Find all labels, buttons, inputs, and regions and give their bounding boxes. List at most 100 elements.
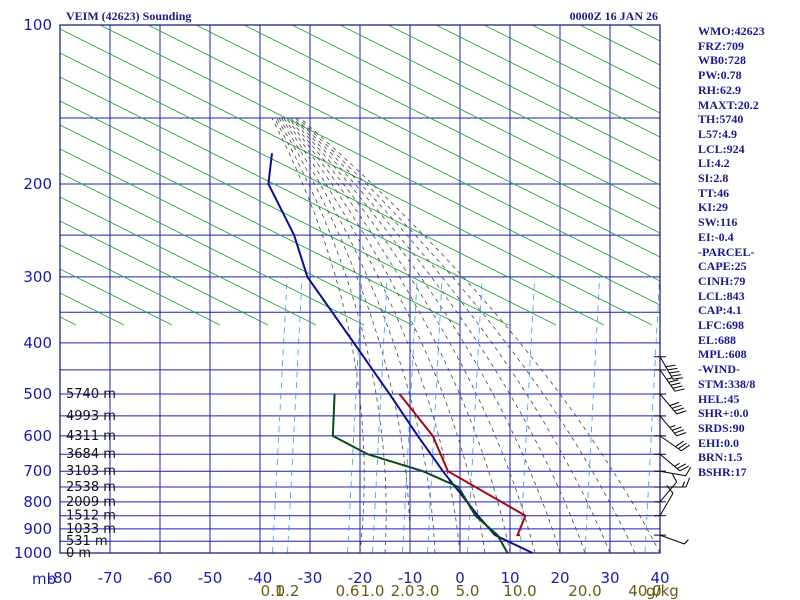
- dry-adiabat-line: [59, 220, 269, 326]
- dry-adiabat-line: [99, 24, 661, 306]
- pressure-tick-labels: 100 200 300 400 500 600 700 800 900 1000: [14, 16, 52, 562]
- wind-barb: [654, 453, 689, 472]
- index-item: TT:46: [698, 185, 730, 200]
- index-item: WB0:728: [698, 53, 746, 68]
- wind-barb-flag: [674, 388, 685, 392]
- mixing-ratio-line: [427, 276, 443, 554]
- index-item: LCL:924: [698, 141, 745, 156]
- index-item: EL:688: [698, 332, 737, 347]
- temperature-tick-label: 20: [550, 569, 569, 587]
- temperature-tick-label: 40: [650, 569, 669, 587]
- temperature-tick-label: -60: [148, 569, 173, 587]
- index-item: HEL:45: [698, 391, 740, 406]
- height-label: 0 m: [66, 546, 91, 561]
- pressure-tick-label: 500: [23, 385, 52, 403]
- height-label: 3103 m: [66, 464, 116, 479]
- index-item: L57:4.9: [698, 126, 737, 141]
- mixing-ratio-lines: [272, 276, 660, 554]
- index-item: EI:-0.4: [698, 229, 734, 244]
- moist-adiabat-line: [276, 117, 411, 553]
- wind-barb-staff: [659, 393, 678, 415]
- pressure-tick-label: 1000: [14, 544, 52, 562]
- moist-adiabat-line: [297, 117, 636, 554]
- wind-barb-flag: [672, 385, 683, 389]
- wind-barb-staff: [659, 369, 676, 392]
- temperature-tick-label: 30: [600, 569, 619, 587]
- mixing-ratio-line: [272, 276, 288, 554]
- wind-barb: [654, 369, 685, 392]
- wind-barb: [654, 435, 690, 452]
- mixing-ratio-line: [347, 276, 363, 554]
- moist-adiabat-line: [285, 117, 511, 554]
- wind-barb-flag: [668, 379, 679, 383]
- temperature-tick-label: -20: [348, 569, 373, 587]
- mixing-ratio-tick-labels: 0.10.2 0.6 1.0 2.0 3.0 5.0 10.0 20.0 40.0: [261, 582, 662, 600]
- wind-barb-staff: [659, 356, 674, 380]
- wind-barb-staff: [659, 481, 678, 503]
- height-label: 4993 m: [66, 409, 116, 424]
- moist-adiabat-line: [290, 117, 561, 554]
- wind-barb-flag: [685, 466, 692, 476]
- wind-barb-flag: [670, 382, 681, 386]
- wind-barb-flag: [678, 442, 687, 450]
- index-item: FRZ:709: [698, 38, 744, 53]
- index-item: MPL:608: [698, 347, 747, 362]
- wind-barb-flag: [671, 404, 682, 409]
- pressure-tick-label: 600: [23, 427, 52, 445]
- moist-adiabat-line: [278, 117, 436, 554]
- indices-panel: WMO:42623 FRZ:709 WB0:728 PW:0.78 RH:62.9 MAX…: [698, 24, 798, 480]
- temperature-tick-labels: -80 -70 -60 -50 -40 -30 -20 -10 0 10 20 30 40: [48, 569, 670, 587]
- mixing-ratio-line: [287, 276, 303, 554]
- index-item: KI:29: [698, 200, 728, 215]
- index-item: SI:2.8: [698, 171, 729, 186]
- index-item: RH:62.9: [698, 82, 741, 97]
- index-item: CAPE:25: [698, 259, 747, 274]
- wind-barb-flag: [669, 425, 676, 428]
- mixing-ratio-tick-label: 5.0: [456, 582, 480, 600]
- index-item: BRN:1.5: [698, 450, 743, 465]
- isotherm-grid: [59, 25, 661, 553]
- index-item: BSHR:17: [698, 465, 747, 480]
- wind-barb-flag: [679, 465, 689, 472]
- index-item: SW:116: [698, 215, 738, 230]
- wind-barb-flag: [671, 472, 678, 483]
- index-item: WMO:42623: [698, 24, 765, 38]
- moist-adiabat-line: [288, 117, 536, 554]
- wind-barb-flag: [681, 481, 686, 488]
- pressure-tick-label: 400: [23, 334, 52, 352]
- index-item: STM:338/8: [698, 376, 756, 391]
- moist-adiabat-line: [271, 117, 365, 554]
- pressure-tick-label: 300: [23, 268, 52, 286]
- wind-barb: [654, 415, 687, 437]
- height-label: 3684 m: [66, 447, 116, 462]
- mixing-ratio-tick-label: 10.0: [503, 582, 536, 600]
- dry-adiabat-line: [435, 24, 661, 138]
- pressure-tick-label: 900: [23, 520, 52, 538]
- index-item: TH:5740: [698, 112, 744, 127]
- temperature-tick-label: -10: [398, 569, 423, 587]
- temperature-tick-label: -50: [198, 569, 223, 587]
- time-title: 0000Z 16 JAN 26: [570, 9, 658, 23]
- dry-adiabat-line: [59, 52, 605, 326]
- index-item: EHI:0.0: [698, 435, 740, 450]
- mixing-ratio-tick-label: 0.1: [261, 582, 285, 600]
- wind-barb-staff: [659, 534, 685, 545]
- pressure-tick-label: 100: [23, 16, 52, 34]
- height-label: 1512 m: [66, 509, 116, 524]
- dry-adiabat-line: [59, 268, 173, 326]
- dewpoint-profile: [331, 394, 509, 554]
- dry-adiabat-line: [627, 24, 661, 42]
- dry-adiabat-line: [531, 24, 661, 90]
- wind-barb-flag: [674, 407, 685, 412]
- height-label: 1033 m: [66, 522, 116, 537]
- index-item: -WIND-: [698, 362, 740, 377]
- station-title: VEIM (42623) Sounding: [66, 9, 191, 23]
- wind-barb: [654, 393, 687, 415]
- mixing-ratio-tick-label: 1.0: [361, 582, 385, 600]
- wind-barb-flag: [676, 410, 687, 415]
- dry-adiabat-line: [243, 24, 661, 234]
- height-label: 2538 m: [66, 480, 116, 495]
- moist-adiabats: [271, 117, 661, 554]
- index-item: -PARCEL-: [698, 244, 755, 259]
- wind-barb: [654, 534, 689, 545]
